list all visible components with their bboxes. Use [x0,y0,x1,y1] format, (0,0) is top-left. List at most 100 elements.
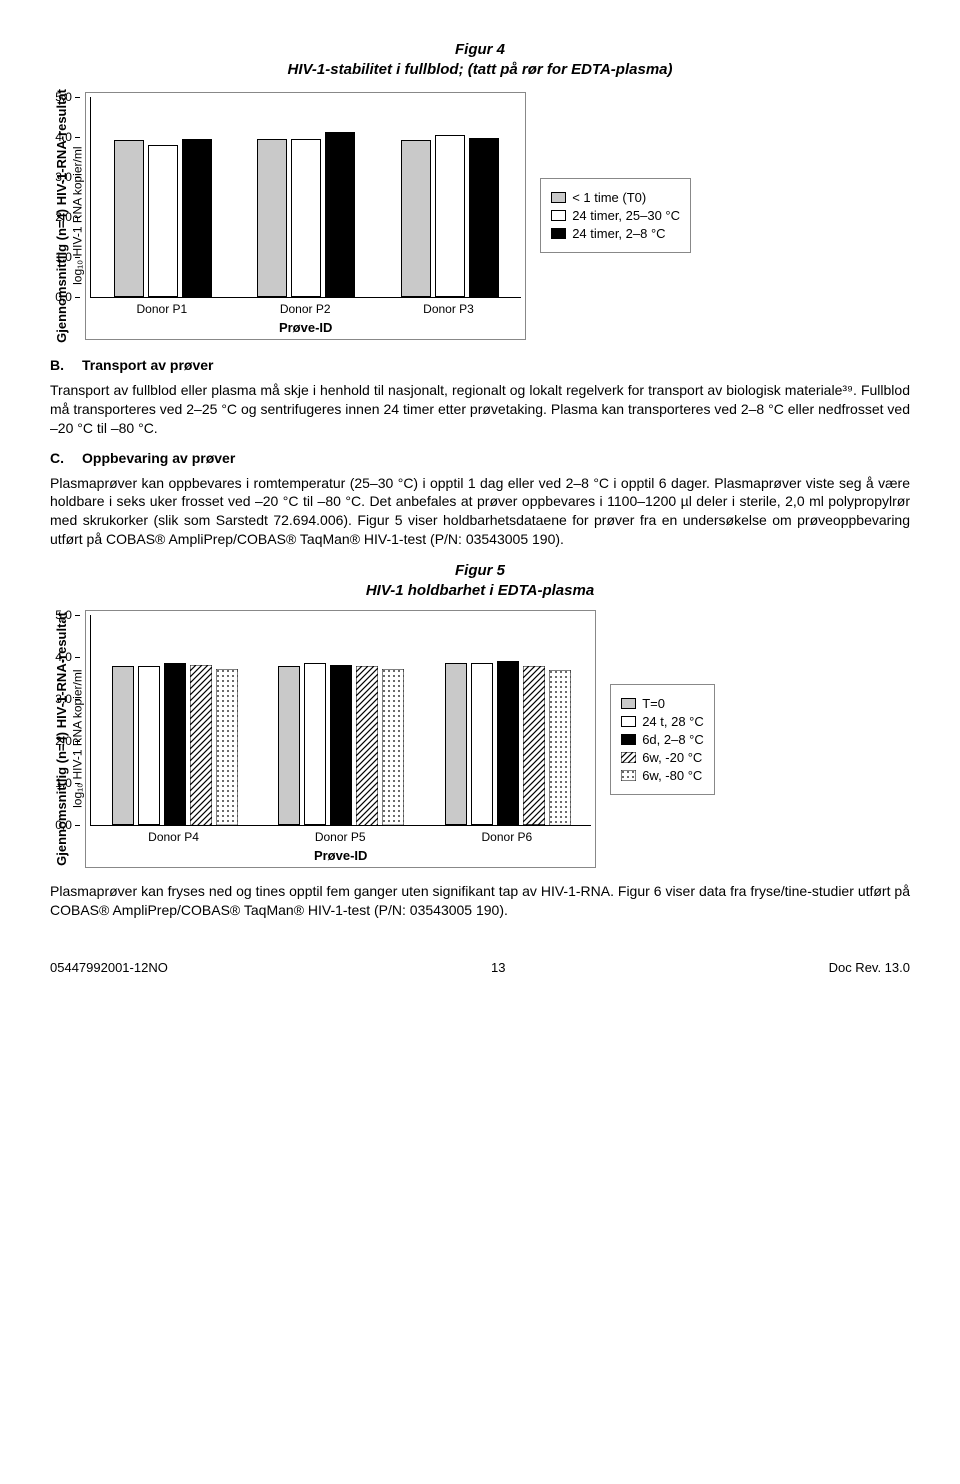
page-footer: 05447992001-12NO 13 Doc Rev. 13.0 [50,960,910,975]
fig4-xlabel-title: Prøve-ID [90,320,521,335]
bar [356,666,378,826]
legend-swatch [621,716,636,727]
legend-swatch [621,698,636,709]
legend-swatch [551,228,566,239]
section-b-para: Transport av fullblod eller plasma må sk… [50,381,910,438]
fig5-ylabel-2: log₁₀ HIV-1 RNA kopier/ml [71,670,85,808]
legend-label: 6w, -80 °C [642,768,702,783]
section-c-letter: C. [50,450,64,466]
ytick: 4,0 [55,650,72,664]
footer-left: 05447992001-12NO [50,960,168,975]
legend-label: 6w, -20 °C [642,750,702,765]
section-b-heading: B. Transport av prøver [50,357,910,373]
bar [523,666,545,825]
bar [435,135,465,297]
legend-swatch [621,770,636,781]
bar [278,666,300,826]
bar [164,663,186,825]
figure4-title: Figur 4 HIV-1-stabilitet i fullblod; (ta… [50,40,910,79]
bar [216,669,238,825]
legend-item: < 1 time (T0) [551,190,680,205]
bar-group [378,135,521,297]
fig4-title-1: Figur 4 [455,41,505,58]
legend-label: T=0 [642,696,665,711]
fig5-plot-area: 0,01,02,03,04,05,0 [90,615,591,826]
fig5-title-2: HIV-1 holdbarhet i EDTA-plasma [366,582,594,599]
bar [190,665,212,825]
bar [445,663,467,825]
ytick: 0,0 [55,818,72,832]
figure5-chart: Gjennomsnittlig (n=4) HIV-1-RNA-resultat… [50,610,910,868]
section-b-title: Transport av prøver [82,357,214,373]
ytick: 1,0 [55,776,72,790]
fig5-xlabel-title: Prøve-ID [90,848,591,863]
fig4-xlabels: Donor P1Donor P2Donor P3 [90,298,520,316]
bar [148,145,178,297]
legend-item: T=0 [621,696,704,711]
bar [138,666,160,826]
bar [401,140,431,297]
figure4-chart: Gjennomsnittlig (n=4) HIV-1-RNA-resultat… [50,89,910,343]
legend-item: 6d, 2–8 °C [621,732,704,747]
category-label: Donor P1 [90,298,233,316]
bar [469,138,499,297]
legend-item: 24 timer, 2–8 °C [551,226,680,241]
category-label: Donor P6 [424,826,591,844]
legend-label: 24 timer, 25–30 °C [572,208,680,223]
category-label: Donor P2 [234,298,377,316]
legend-swatch [621,734,636,745]
ytick: 3,0 [55,170,72,184]
ytick: 4,0 [55,130,72,144]
bar [291,139,321,297]
legend-item: 6w, -80 °C [621,768,704,783]
bar [330,665,352,825]
figure5-title: Figur 5 HIV-1 holdbarhet i EDTA-plasma [50,561,910,600]
category-label: Donor P5 [257,826,424,844]
legend-label: 24 timer, 2–8 °C [572,226,665,241]
bar [549,670,571,825]
fig4-plot-area: 0,01,02,03,04,05,0 [90,97,521,298]
ytick: 0,0 [55,290,72,304]
category-label: Donor P3 [377,298,520,316]
bar [497,661,519,825]
section-c-title: Oppbevaring av prøver [82,450,235,466]
fig5-xlabels: Donor P4Donor P5Donor P6 [90,826,590,844]
ytick: 2,0 [55,734,72,748]
bar-group [425,661,592,825]
ytick: 1,0 [55,250,72,264]
bar [257,139,287,297]
bar [182,139,212,297]
category-label: Donor P4 [90,826,257,844]
legend-item: 24 timer, 25–30 °C [551,208,680,223]
ytick: 2,0 [55,210,72,224]
ytick: 5,0 [55,90,72,104]
bar [325,132,355,297]
legend-swatch [551,192,566,203]
bar [382,669,404,825]
bar [304,663,326,825]
bar-group [91,663,258,825]
footer-right: Doc Rev. 13.0 [829,960,910,975]
legend-label: 6d, 2–8 °C [642,732,704,747]
legend-swatch [551,210,566,221]
legend-label: 24 t, 28 °C [642,714,704,729]
section-b-letter: B. [50,357,64,373]
bar [114,140,144,297]
section-c-heading: C. Oppbevaring av prøver [50,450,910,466]
legend-label: < 1 time (T0) [572,190,646,205]
fig5-title-1: Figur 5 [455,562,505,579]
footer-center: 13 [491,960,505,975]
closing-paragraph: Plasmaprøver kan fryses ned og tines opp… [50,882,910,920]
section-c-para: Plasmaprøver kan oppbevares i romtempera… [50,474,910,550]
legend-swatch [621,752,636,763]
fig4-title-2: HIV-1-stabilitet i fullblod; (tatt på rø… [287,61,672,78]
fig4-legend: < 1 time (T0) 24 timer, 25–30 °C 24 timer,… [540,178,691,253]
bar-group [91,139,234,297]
bar-group [235,132,378,297]
ytick: 5,0 [55,608,72,622]
legend-item: 6w, -20 °C [621,750,704,765]
bar [112,666,134,826]
bar-group [258,663,425,825]
legend-item: 24 t, 28 °C [621,714,704,729]
bar [471,663,493,825]
